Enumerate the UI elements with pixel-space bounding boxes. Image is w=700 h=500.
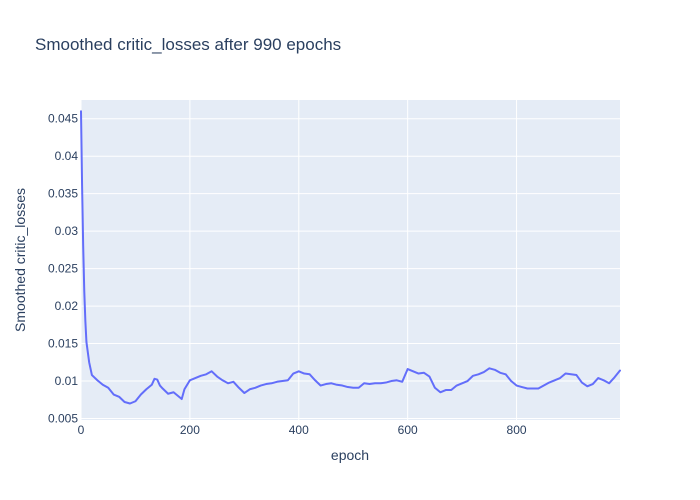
y-tick-labels: 0.005 0.01 0.015 0.02 0.025 0.03 0.035 0.04 0.04…: [48, 112, 78, 426]
chart-title: Smoothed critic_losses after 990 epochs: [35, 35, 341, 54]
y-tick-label: 0.025: [48, 262, 78, 276]
series-line-0: [80, 110, 621, 405]
x-gridlines: [80, 100, 518, 420]
x-tick-label: 0: [78, 423, 85, 437]
y-tick-label: 0.035: [48, 187, 78, 201]
x-tick-label: 800: [507, 423, 527, 437]
y-tick-label: 0.015: [48, 337, 78, 351]
y-tick-label: 0.045: [48, 112, 78, 126]
x-tick-labels: 0 200 400 600 800: [78, 423, 527, 437]
y-tick-label: 0.01: [55, 374, 79, 388]
y-gridlines: [81, 118, 620, 420]
x-tick-label: 400: [289, 423, 309, 437]
x-tick-label: 600: [398, 423, 418, 437]
series-layer: [80, 110, 621, 405]
x-axis-title: epoch: [331, 447, 369, 463]
y-tick-label: 0.02: [55, 299, 79, 313]
y-tick-label: 0.04: [55, 149, 79, 163]
y-tick-label: 0.03: [55, 224, 79, 238]
y-tick-label: 0.005: [48, 412, 78, 426]
plot-area: [81, 100, 620, 420]
y-axis-title: Smoothed critic_losses: [12, 188, 28, 332]
x-tick-label: 200: [180, 423, 200, 437]
